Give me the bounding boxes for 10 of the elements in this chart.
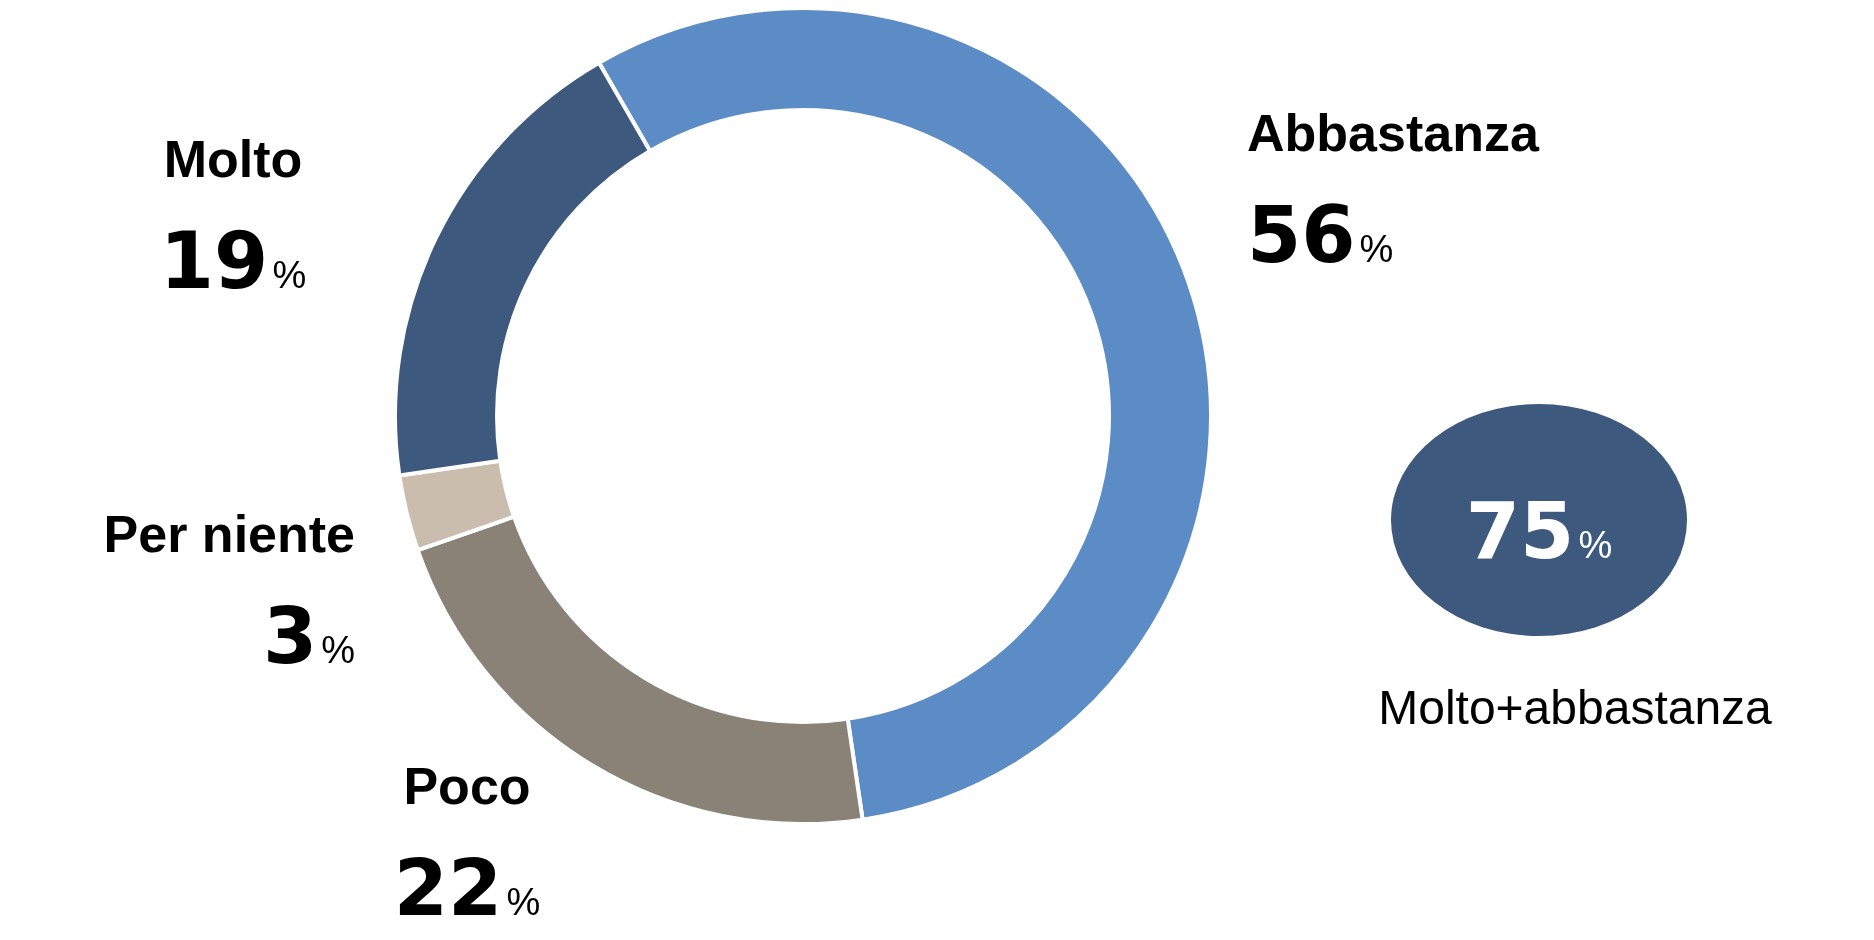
slice-label: Molto [163, 130, 303, 189]
slice-label: Abbastanza [1247, 104, 1540, 163]
text: 75% [1465, 486, 1613, 576]
text: Molto+abbastanza [1378, 681, 1773, 735]
data-label: 56% [1247, 190, 1394, 280]
slice-label: Poco [403, 757, 531, 816]
data-label: 19% [159, 216, 307, 306]
data-label: 22% [393, 843, 541, 933]
data-label: 3% [262, 591, 356, 681]
slice-label: Per niente [103, 505, 355, 564]
